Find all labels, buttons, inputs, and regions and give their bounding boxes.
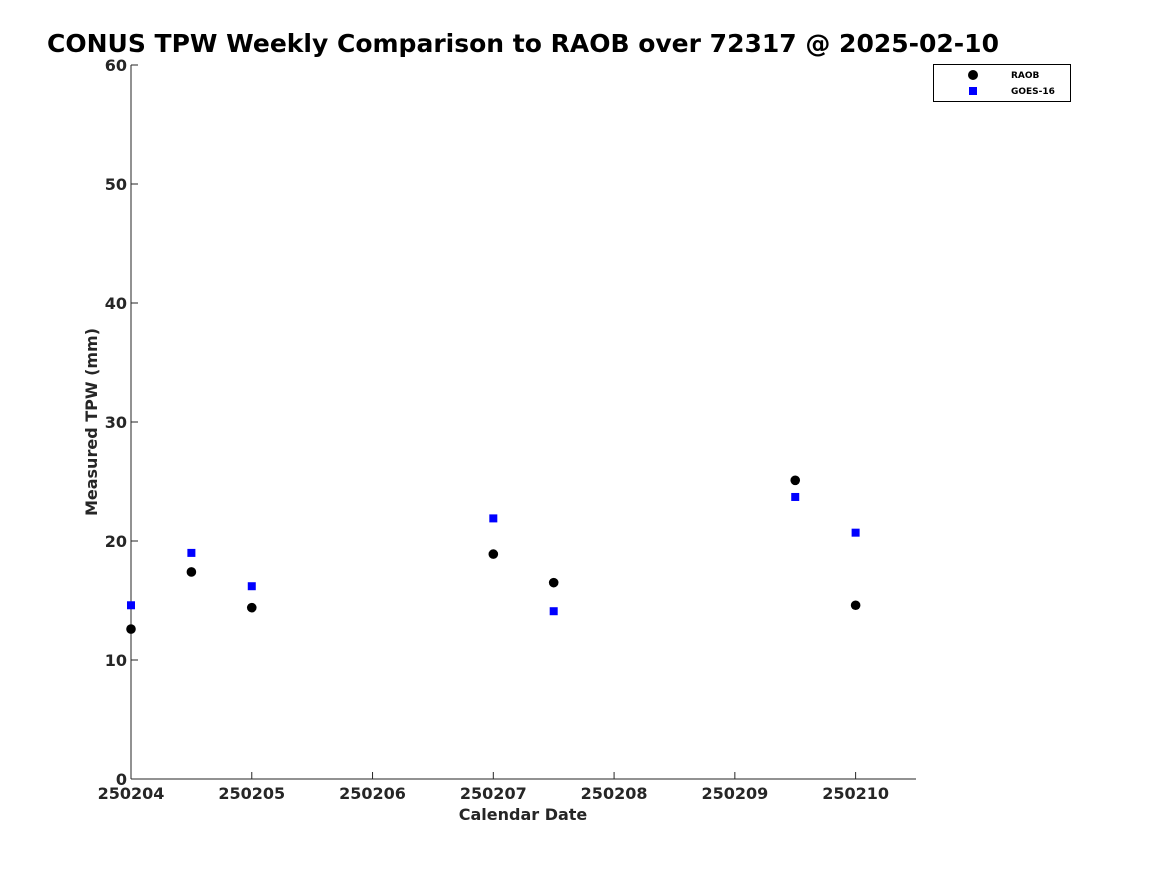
legend-raob-marker [968, 70, 978, 80]
x-tick-label: 250210 [822, 784, 889, 803]
y-tick-label: 50 [105, 175, 127, 194]
legend-box [933, 64, 1071, 102]
raob-point [548, 577, 559, 588]
series-layer [126, 475, 861, 634]
x-ticks: 250204 250205 250206 250207 250208 250209 2502… [98, 772, 889, 803]
x-tick-label: 250204 [98, 784, 165, 803]
goes16-point [187, 548, 196, 557]
y-tick-label: 40 [105, 294, 127, 313]
goes16-point [549, 607, 558, 616]
raob-point [246, 602, 257, 613]
x-tick-label: 250208 [581, 784, 648, 803]
y-tick-label: 60 [105, 56, 127, 75]
legend-label: RAOB [1011, 71, 1040, 81]
goes16-point [851, 528, 860, 537]
legend-goes16-marker [969, 87, 977, 95]
goes16-point [247, 582, 256, 591]
raob-point [850, 600, 861, 611]
y-axis-label: Measured TPW (mm) [82, 328, 101, 516]
x-tick-label: 250209 [701, 784, 768, 803]
series-raob [126, 475, 861, 634]
raob-point [186, 567, 197, 577]
y-ticks: 0 10 20 30 40 50 60 [105, 56, 138, 789]
y-tick-label: 30 [105, 413, 127, 432]
raob-point [126, 624, 136, 634]
x-tick-label: 250205 [218, 784, 285, 803]
goes16-point [791, 492, 800, 501]
y-tick-label: 20 [105, 532, 127, 551]
goes16-point [127, 601, 135, 610]
goes16-point [489, 514, 498, 523]
y-tick-label: 0 [116, 770, 127, 789]
y-tick-label: 10 [105, 651, 127, 670]
series-goes-16 [127, 492, 860, 616]
raob-point [488, 549, 499, 559]
raob-point [790, 475, 801, 486]
legend: RAOB GOES-16 [933, 64, 1071, 102]
x-axis-label: Calendar Date [459, 805, 588, 824]
legend-label: GOES-16 [1011, 87, 1055, 97]
x-tick-label: 250206 [339, 784, 406, 803]
x-tick-label: 250207 [460, 784, 527, 803]
chart-title: CONUS TPW Weekly Comparison to RAOB over… [47, 29, 999, 58]
